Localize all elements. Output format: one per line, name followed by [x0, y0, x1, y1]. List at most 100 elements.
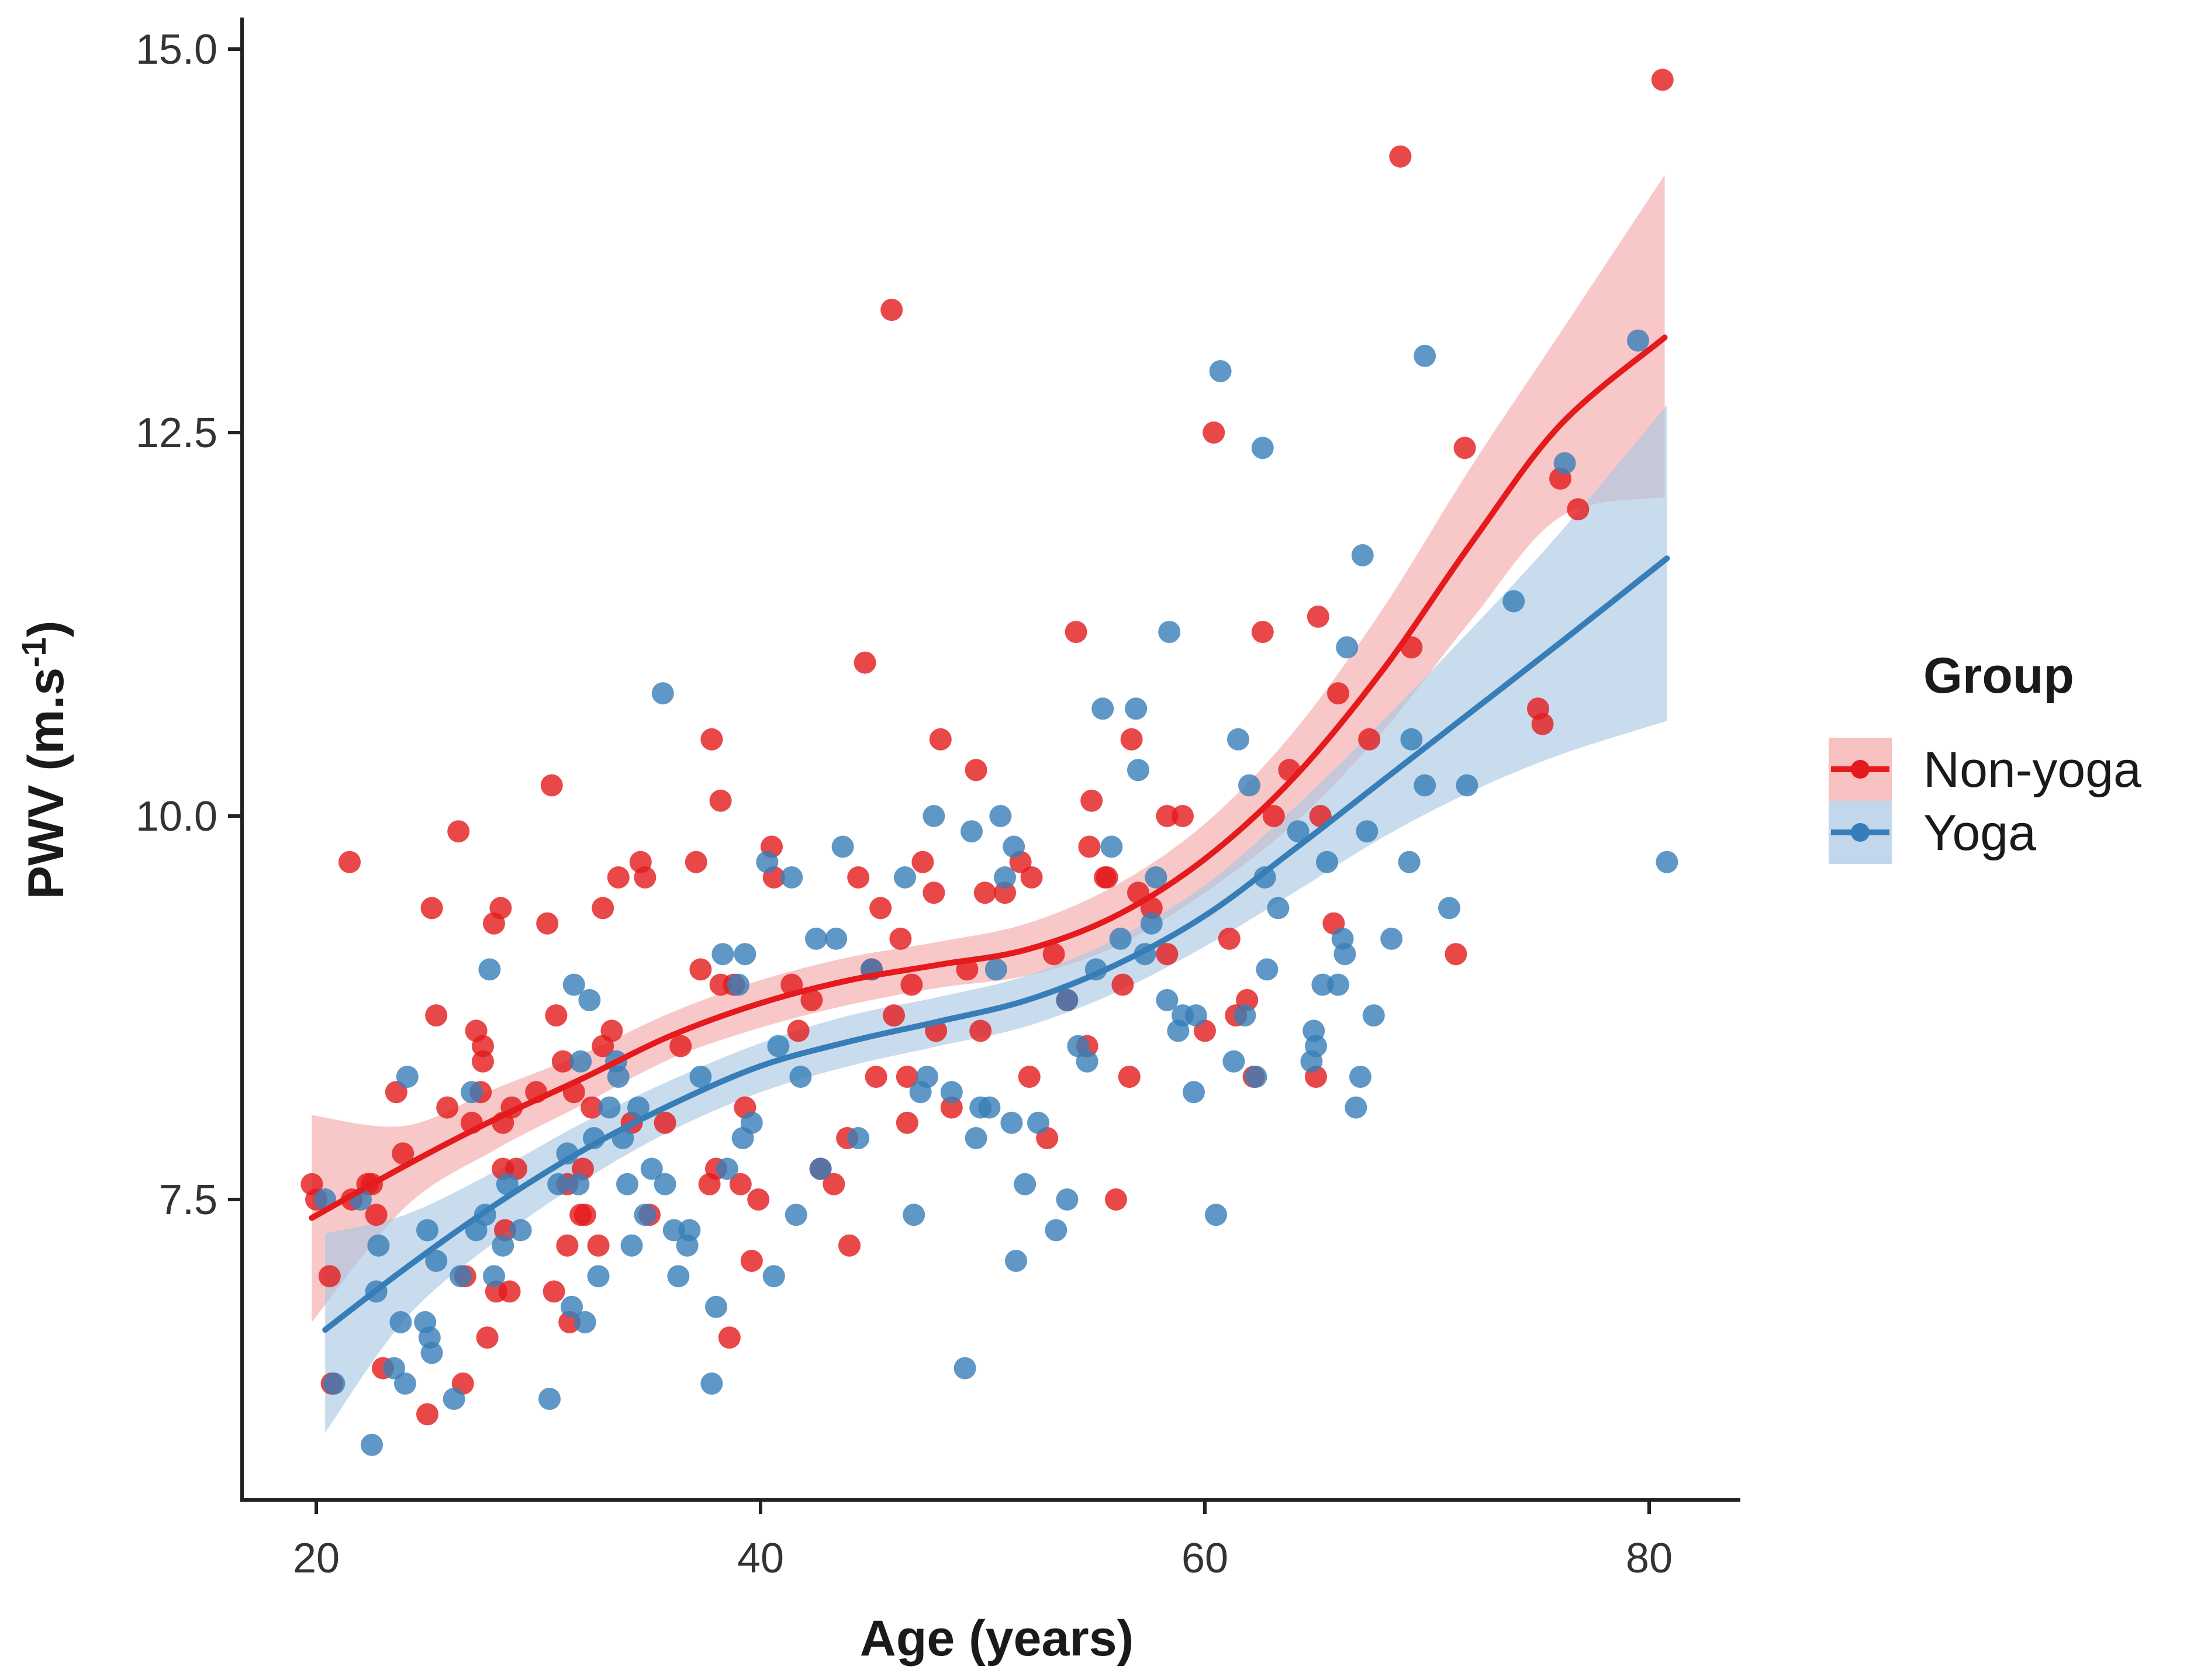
point-yoga: [1227, 728, 1249, 751]
point-yoga: [965, 1127, 987, 1149]
point-yoga: [620, 1234, 643, 1257]
point-yoga: [805, 927, 827, 950]
point-non-yoga: [896, 1066, 918, 1088]
point-yoga: [847, 1127, 870, 1149]
point-non-yoga: [489, 897, 512, 919]
point-non-yoga: [581, 1096, 603, 1119]
point-yoga: [1184, 1004, 1207, 1027]
y-tick-label: 10.0: [136, 793, 217, 840]
point-non-yoga: [573, 1204, 596, 1226]
point-non-yoga: [1018, 1066, 1041, 1088]
point-non-yoga: [973, 882, 996, 904]
point-non-yoga: [551, 1050, 574, 1073]
point-yoga: [1140, 912, 1163, 935]
point-non-yoga: [1251, 621, 1274, 644]
point-non-yoga: [1453, 437, 1476, 459]
point-yoga: [1256, 958, 1279, 981]
point-non-yoga: [865, 1066, 887, 1088]
point-non-yoga: [1567, 498, 1590, 521]
point-yoga: [1438, 897, 1460, 919]
point-yoga: [389, 1311, 412, 1333]
point-yoga: [1014, 1173, 1037, 1195]
point-non-yoga: [838, 1234, 861, 1257]
point-yoga: [716, 1157, 738, 1180]
x-ticks: 20 40 60 80: [293, 1500, 1673, 1582]
point-yoga: [509, 1219, 532, 1242]
point-yoga: [1336, 636, 1359, 659]
point-yoga: [940, 1081, 963, 1104]
point-non-yoga: [1203, 421, 1225, 444]
point-non-yoga: [718, 1326, 741, 1349]
point-non-yoga: [896, 1111, 918, 1134]
y-axis-title: PWV (m.s-1): [15, 621, 74, 900]
point-yoga: [394, 1372, 416, 1395]
point-non-yoga: [889, 927, 912, 950]
point-non-yoga: [1118, 1066, 1141, 1088]
point-non-yoga: [1307, 605, 1329, 628]
legend-title: Group: [1923, 648, 2074, 704]
point-yoga: [616, 1173, 638, 1195]
point-yoga: [416, 1219, 438, 1242]
point-yoga: [627, 1096, 649, 1119]
point-yoga: [1311, 973, 1334, 996]
point-non-yoga: [854, 651, 876, 674]
point-yoga: [727, 973, 749, 996]
point-yoga: [569, 1050, 592, 1073]
point-yoga: [678, 1219, 701, 1242]
point-non-yoga: [1078, 835, 1101, 858]
point-non-yoga: [1080, 789, 1103, 812]
point-non-yoga: [689, 958, 712, 981]
point-non-yoga: [447, 820, 470, 843]
point-yoga: [667, 1265, 690, 1288]
point-yoga: [367, 1234, 390, 1257]
point-yoga: [654, 1173, 676, 1195]
point-yoga: [989, 805, 1012, 827]
point-yoga: [1100, 835, 1123, 858]
confidence-bands: [312, 175, 1667, 1433]
point-non-yoga: [592, 897, 614, 919]
point-yoga: [1400, 728, 1423, 751]
point-non-yoga: [318, 1265, 341, 1288]
point-yoga: [587, 1265, 610, 1288]
point-non-yoga: [545, 1004, 568, 1027]
point-yoga: [1362, 1004, 1385, 1027]
point-non-yoga: [1111, 973, 1134, 996]
y-axis-title-sup: -1: [15, 637, 53, 668]
point-non-yoga: [729, 1173, 752, 1195]
x-tick-label: 40: [737, 1535, 784, 1582]
point-yoga: [1005, 1250, 1027, 1272]
y-tick-label: 7.5: [159, 1177, 217, 1223]
point-yoga: [705, 1295, 727, 1318]
point-non-yoga: [365, 1204, 388, 1226]
point-yoga: [1627, 329, 1649, 352]
point-yoga: [425, 1250, 448, 1272]
point-yoga: [323, 1372, 346, 1395]
point-non-yoga: [540, 774, 563, 797]
point-yoga: [984, 958, 1007, 981]
point-yoga: [740, 1111, 763, 1134]
point-yoga: [1076, 1050, 1098, 1073]
point-yoga: [1414, 774, 1436, 797]
point-yoga: [1456, 774, 1478, 797]
point-yoga: [1222, 1050, 1245, 1073]
point-non-yoga: [1120, 728, 1143, 751]
point-non-yoga: [709, 789, 732, 812]
point-yoga: [1027, 1111, 1049, 1134]
point-non-yoga: [476, 1326, 499, 1349]
legend-key-non-yoga-point: [1851, 760, 1870, 779]
point-yoga: [483, 1265, 505, 1288]
point-non-yoga: [1218, 927, 1241, 950]
point-yoga: [1414, 344, 1436, 367]
point-non-yoga: [1105, 1188, 1127, 1211]
ci-band-non-yoga: [312, 175, 1665, 1322]
point-yoga: [1345, 1096, 1367, 1119]
point-yoga: [640, 1157, 663, 1180]
point-non-yoga: [654, 1111, 676, 1134]
legend-key-yoga-point: [1851, 823, 1870, 842]
point-yoga: [953, 1357, 976, 1380]
point-yoga: [461, 1081, 483, 1104]
point-yoga: [496, 1173, 519, 1195]
point-yoga: [634, 1204, 657, 1226]
point-yoga: [809, 1157, 832, 1180]
